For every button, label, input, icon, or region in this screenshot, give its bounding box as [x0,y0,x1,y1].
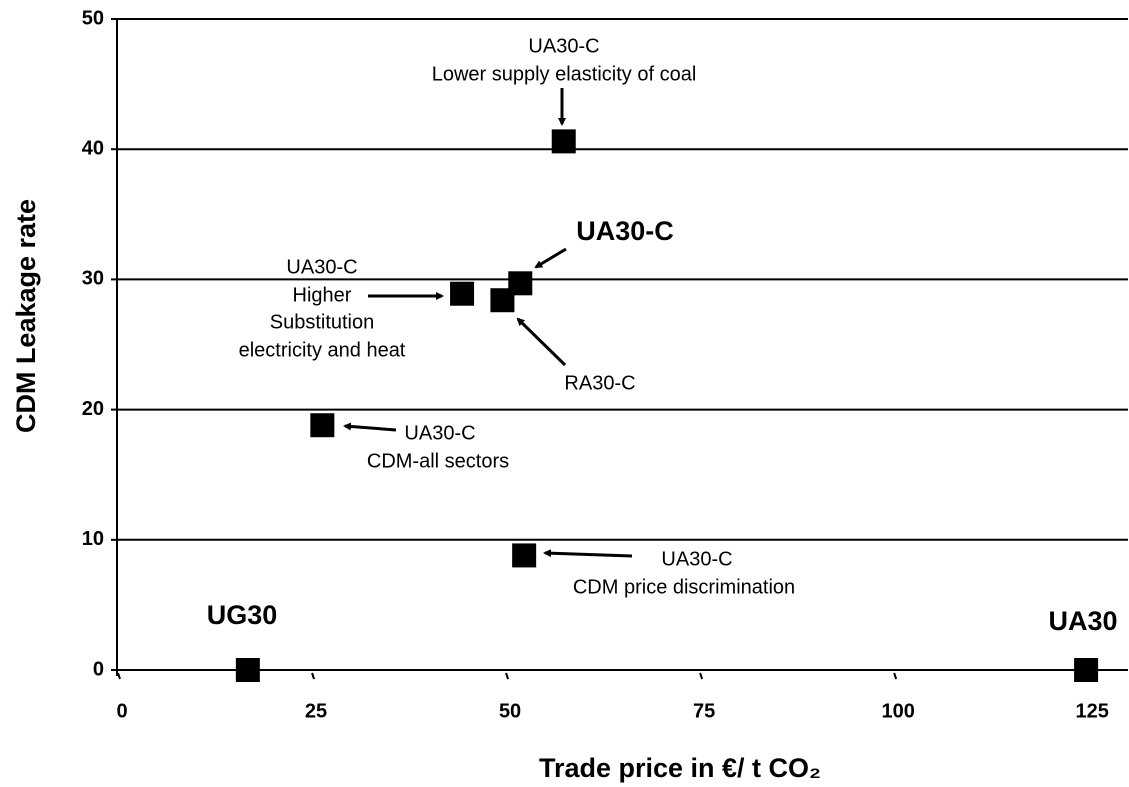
x-tick [311,672,315,680]
annotation-arrow [534,247,567,269]
x-tick-label: 0 [116,700,127,722]
x-tick-label: 50 [499,700,521,722]
annotation: UA30-C [528,35,599,57]
annotation: UA30-C [661,548,732,570]
annotation: CDM-all sectors [367,450,509,472]
y-tick-label: 50 [82,7,104,29]
annotation: RA30-C [564,372,635,394]
annotation: UG30 [207,600,278,630]
annotation-arrow [516,317,567,367]
y-tick-label: 30 [82,268,104,290]
annotation-arrow [343,422,397,432]
y-axis-label: CDM Leakage rate [11,199,41,433]
y-tick-label: 10 [82,528,104,550]
point [551,129,576,154]
x-tick-label: 25 [305,700,327,722]
annotation-arrow [543,549,633,558]
point [235,658,260,682]
point [450,281,475,306]
x-tick-label: 125 [1076,700,1109,722]
x-tick [505,672,510,680]
point [1074,658,1099,682]
x-tick [893,672,898,680]
x-axis-label: Trade price in €/ t CO₂ [539,753,821,783]
y-tick-label: 20 [82,398,104,420]
annotation: UA30-C [404,422,475,444]
x-tick-label: 100 [881,700,914,722]
point [512,543,537,568]
annotation: UA30-C [286,256,357,278]
annotation: Substitution [270,311,375,333]
annotation: UA30 [1048,606,1117,636]
x-tick [699,672,704,680]
annotation: electricity and heat [239,339,406,361]
annotation: UA30-C [576,216,674,246]
point [490,288,515,313]
x-tick-label: 75 [693,700,715,722]
annotation: Lower supply elasticity of coal [432,63,697,85]
y-tick-label: 0 [93,658,104,680]
point [310,413,335,438]
y-tick-label: 40 [82,137,104,159]
x-tick [117,672,121,680]
annotation: Higher [293,284,352,306]
annotation: CDM price discrimination [573,576,795,598]
